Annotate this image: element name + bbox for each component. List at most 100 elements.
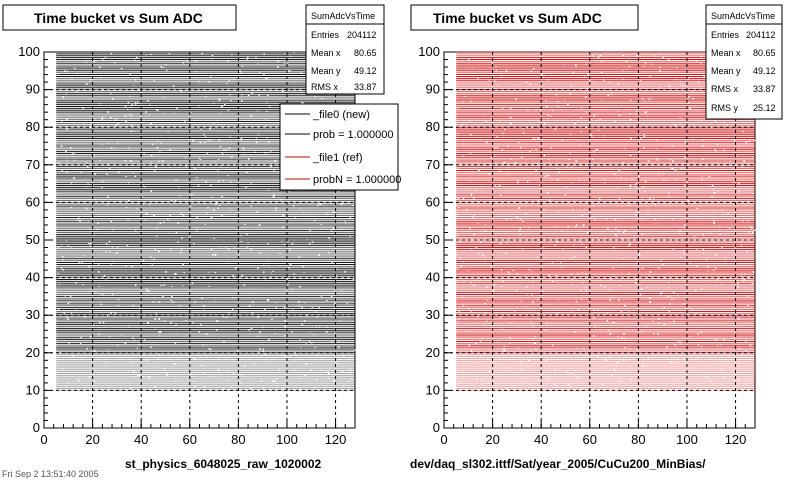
right-title-box [410,4,639,31]
data-gap [580,116,583,118]
data-gap [109,336,111,338]
data-gap [506,219,508,221]
data-gap [623,360,625,362]
data-gap [738,347,741,350]
data-gap [211,216,213,218]
data-gap [243,365,246,367]
data-gap [246,247,248,249]
data-gap [462,101,464,103]
data-gap [713,220,715,222]
left-stats-label-meany: Mean y [311,66,341,76]
data-gap [73,152,75,154]
data-gap [124,114,127,117]
data-gap [662,263,664,265]
data-gap [163,368,166,370]
data-gap [153,258,155,260]
data-gap [335,274,337,277]
data-gap [283,306,286,309]
data-gap [210,196,213,198]
right-stats-label-meanx: Mean x [711,48,741,58]
data-gap [183,271,185,274]
data-gap [180,91,182,93]
data-gap [464,372,466,374]
data-gap [490,157,492,159]
data-gap [656,159,659,161]
data-gap [689,107,691,110]
data-gap [195,60,198,62]
data-gap [653,332,655,335]
data-gap [303,320,306,322]
data-gap [660,260,662,262]
data-gap [554,383,557,386]
x-tick-label: 100 [676,432,698,447]
data-gap [622,257,625,259]
data-gap [144,359,147,361]
data-gap [668,281,670,284]
data-gap [493,80,496,82]
data-gap [562,249,564,251]
data-gap [557,105,559,107]
data-gap [558,171,561,174]
data-gap [576,273,579,275]
data-gap [719,228,721,231]
data-gap [158,301,160,303]
data-gap [583,75,585,77]
data-gap [177,241,179,243]
data-gap [62,259,64,261]
y-tick-label: 100 [418,44,440,59]
data-gap [658,267,660,269]
data-gap [193,358,195,360]
data-gap [68,302,71,304]
data-gap [154,165,157,168]
data-gap [221,105,223,108]
data-gap [680,167,682,169]
data-gap [683,167,686,169]
data-gap [700,63,702,65]
data-gap [208,81,210,83]
data-gap [701,314,703,316]
data-gap [581,214,584,216]
data-gap [506,242,509,244]
data-gap [647,357,650,359]
data-gap [513,368,516,370]
data-gap [78,216,80,218]
data-gap [703,75,705,77]
data-gap [342,355,345,357]
data-gap [683,227,685,229]
data-gap [273,194,275,196]
data-gap [57,246,60,248]
data-gap [160,66,163,68]
data-gap [658,322,660,324]
data-gap [709,380,712,382]
data-gap [613,321,615,324]
data-gap [101,118,103,120]
data-gap [214,254,217,256]
data-gap [739,241,742,243]
data-gap [748,277,750,279]
data-gap [313,386,316,389]
data-gap [710,126,712,128]
data-gap [305,363,308,365]
data-gap [289,248,291,250]
data-gap [692,138,694,140]
data-gap [93,60,95,62]
data-gap [127,219,129,221]
data-gap [568,383,570,385]
data-gap [659,52,661,54]
data-gap [117,172,120,174]
data-gap [700,331,703,333]
data-gap [202,372,205,374]
data-gap [215,329,218,331]
data-gap [545,99,547,101]
data-gap [663,324,666,326]
data-gap [213,102,215,105]
data-gap [73,121,75,124]
data-gap [641,97,644,100]
data-gap [66,118,68,121]
data-gap [151,372,154,374]
data-gap [697,109,699,111]
data-gap [623,347,626,349]
data-gap [695,249,698,251]
data-gap [124,160,127,162]
data-gap [495,65,497,67]
